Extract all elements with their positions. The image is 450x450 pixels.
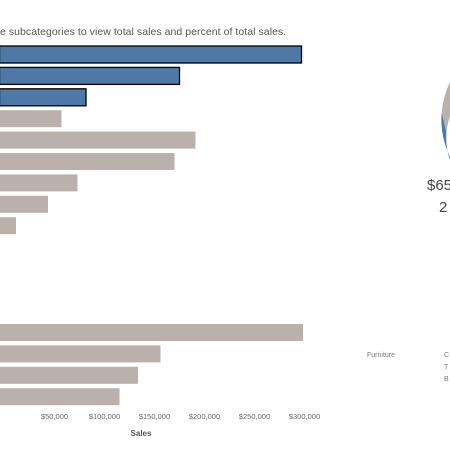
bar[interactable] [0,324,303,341]
bar-selected[interactable] [0,66,181,86]
bar[interactable] [0,345,161,363]
bar[interactable] [0,366,138,384]
donut-slice[interactable] [441,34,450,202]
bar[interactable] [0,217,16,235]
bar[interactable] [0,153,175,170]
x-tick-label: $300,000 [289,412,320,421]
bar[interactable] [0,195,48,213]
x-tick-label: $200,000 [189,412,220,421]
bar[interactable] [0,174,78,192]
bar-selected[interactable] [0,88,87,107]
bar[interactable] [0,110,62,128]
bar-selected[interactable] [0,45,303,64]
bar[interactable] [0,388,120,406]
x-tick-label: $50,000 [41,412,68,421]
legend-category: Furniture [367,352,396,359]
donut-center-value: $65 [427,177,450,194]
donut-slice[interactable] [441,112,450,204]
x-axis-label: Sales [131,429,152,438]
x-tick-label: $150,000 [139,412,170,421]
donut-center-percent: 2 [439,199,447,216]
legend-item: C [444,352,450,359]
x-tick-label: $100,000 [89,412,120,421]
instruction-text: e subcategories to view total sales and … [0,26,287,38]
legend-item: T [444,364,449,371]
x-tick-label: $250,000 [239,412,270,421]
legend-item: B [444,376,449,383]
bar[interactable] [0,131,196,149]
